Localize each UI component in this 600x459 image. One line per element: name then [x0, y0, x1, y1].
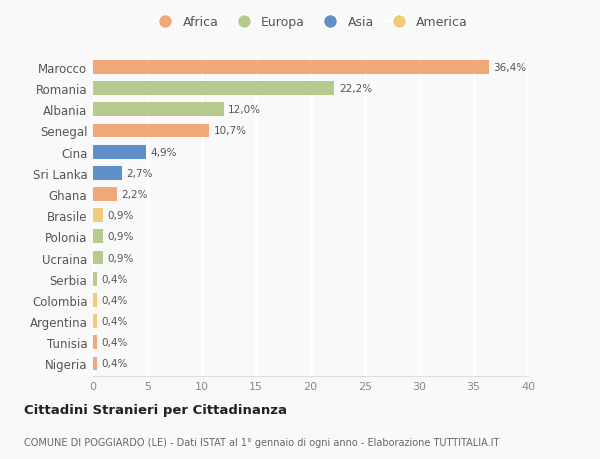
Legend: Africa, Europa, Asia, America: Africa, Europa, Asia, America [153, 17, 468, 29]
Bar [93, 251, 103, 265]
Text: 0,4%: 0,4% [102, 337, 128, 347]
Text: 0,4%: 0,4% [102, 316, 128, 326]
Bar [93, 167, 122, 180]
Bar [93, 188, 117, 202]
Bar [93, 314, 97, 328]
Bar [93, 82, 334, 96]
Bar [93, 146, 146, 159]
Bar [93, 293, 97, 307]
Bar [93, 209, 103, 223]
Bar [93, 357, 97, 370]
Text: 0,9%: 0,9% [107, 232, 134, 242]
Text: 22,2%: 22,2% [339, 84, 372, 94]
Text: COMUNE DI POGGIARDO (LE) - Dati ISTAT al 1° gennaio di ogni anno - Elaborazione : COMUNE DI POGGIARDO (LE) - Dati ISTAT al… [24, 437, 499, 447]
Text: 10,7%: 10,7% [214, 126, 247, 136]
Bar [93, 230, 103, 244]
Bar [93, 124, 209, 138]
Text: 0,9%: 0,9% [107, 211, 134, 221]
Text: 0,9%: 0,9% [107, 253, 134, 263]
Text: 0,4%: 0,4% [102, 358, 128, 369]
Bar [93, 103, 223, 117]
Text: 12,0%: 12,0% [228, 105, 261, 115]
Text: 4,9%: 4,9% [151, 147, 177, 157]
Text: 0,4%: 0,4% [102, 274, 128, 284]
Bar [93, 336, 97, 349]
Text: 2,2%: 2,2% [121, 190, 148, 200]
Text: 0,4%: 0,4% [102, 295, 128, 305]
Text: 2,7%: 2,7% [127, 168, 153, 179]
Bar [93, 61, 489, 75]
Bar [93, 272, 97, 286]
Text: 36,4%: 36,4% [493, 63, 526, 73]
Text: Cittadini Stranieri per Cittadinanza: Cittadini Stranieri per Cittadinanza [24, 403, 287, 416]
